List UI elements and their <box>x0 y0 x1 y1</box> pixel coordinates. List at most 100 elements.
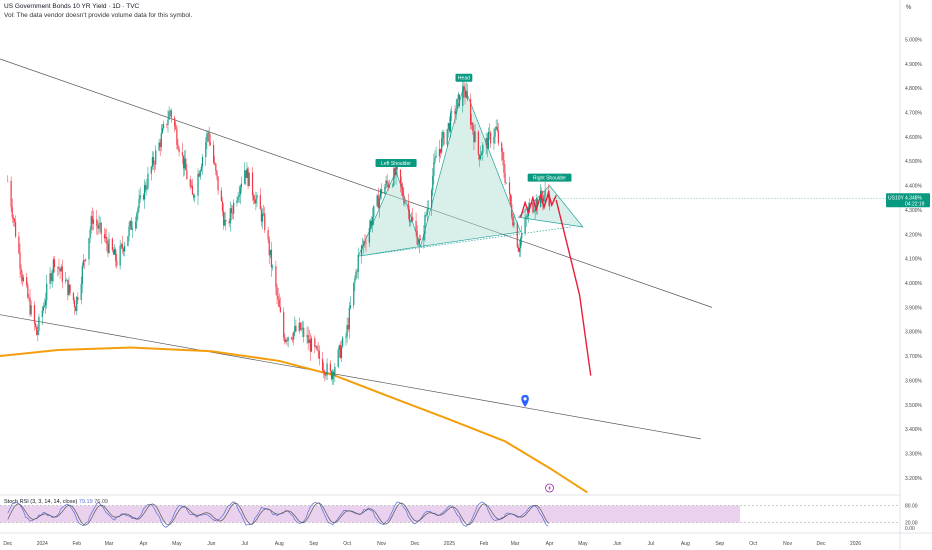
candle-body <box>244 170 246 184</box>
candle-body <box>494 128 496 137</box>
candle-body <box>181 152 184 156</box>
candle-body <box>209 142 211 145</box>
candle-body <box>416 231 418 245</box>
stoch-rsi-label[interactable]: Stoch RSI (3, 3, 14, 14, close) 79.19 76… <box>4 499 108 505</box>
x-tick-label: Feb <box>72 541 81 547</box>
x-tick-label: Sep <box>309 541 318 547</box>
candle-body <box>255 198 257 204</box>
candle-body <box>510 194 512 205</box>
x-tick-label: Nov <box>377 541 386 547</box>
stoch-rsi-k-line <box>7 501 549 528</box>
candle-body <box>85 259 87 261</box>
candle-body <box>419 239 422 241</box>
candle-body <box>369 220 372 228</box>
candle-body <box>372 216 374 226</box>
candle-body <box>46 283 48 301</box>
last-price-countdown: 04:22:19 <box>905 201 925 207</box>
candle-body <box>128 226 130 237</box>
candle-body <box>167 119 169 125</box>
candle-body <box>528 202 531 208</box>
candle-body <box>360 245 363 256</box>
x-tick-label: Jun <box>613 541 621 547</box>
y-tick-label: 3.900% <box>905 305 923 311</box>
candle-body <box>511 204 513 217</box>
candle-body <box>83 260 86 261</box>
candle-body <box>51 272 53 281</box>
candle-body <box>448 123 451 132</box>
y-tick-label: 4.500% <box>905 159 923 165</box>
candle-body <box>512 216 514 226</box>
candle-body <box>30 305 32 315</box>
candle-body <box>27 285 29 298</box>
candle-body <box>198 173 200 177</box>
candle-body <box>478 154 481 160</box>
chart-title[interactable]: US Government Bonds 10 YR Yield · 1D · T… <box>4 3 140 10</box>
candle-body <box>377 195 379 209</box>
candle-body <box>433 161 435 177</box>
candle-body <box>77 296 79 300</box>
candle-body <box>533 211 535 213</box>
candle-body <box>497 130 499 144</box>
candle-body <box>189 179 191 187</box>
candle-body <box>146 187 148 190</box>
candle-body <box>115 249 117 261</box>
candle-body <box>317 349 319 351</box>
candle-body <box>68 284 70 296</box>
pattern-label-bg <box>527 173 572 182</box>
candle-body <box>61 266 63 282</box>
candle-body <box>217 176 219 191</box>
candle-body <box>159 142 161 148</box>
right-shoulder-area <box>517 185 584 228</box>
candle-body <box>99 222 101 225</box>
candle-body <box>290 337 293 339</box>
candle-body <box>228 221 230 224</box>
candle-body <box>20 268 22 275</box>
candle-body <box>170 110 172 118</box>
pattern-label-bg <box>375 158 417 167</box>
candle-body <box>380 189 383 195</box>
candle-body <box>348 307 350 330</box>
candle-body <box>293 332 295 340</box>
candle-body <box>18 236 20 253</box>
candle-body <box>192 194 195 198</box>
candle-body <box>138 198 140 209</box>
candle-body <box>521 233 523 239</box>
candle-body <box>342 337 344 347</box>
candle-body <box>178 149 180 153</box>
candle-body <box>481 152 483 156</box>
upper-trend-line <box>0 58 713 308</box>
candle-body <box>466 91 468 100</box>
candle-body <box>393 168 395 186</box>
y-tick-label: 3.700% <box>905 354 923 360</box>
candle-body <box>199 170 201 177</box>
x-tick-label: Sep <box>715 541 724 547</box>
candle-body <box>353 282 355 306</box>
pin-dot <box>523 397 527 401</box>
candle-body <box>379 189 382 198</box>
x-tick-label: Mar <box>105 541 114 547</box>
candle-body <box>427 207 429 210</box>
candle-body <box>246 168 248 178</box>
candle-body <box>147 173 149 188</box>
x-tick-label: Aug <box>275 541 284 547</box>
candle-body <box>407 202 409 210</box>
candle-body <box>412 217 414 221</box>
x-tick-label: Mar <box>511 541 520 547</box>
price-sketch-line <box>519 190 557 218</box>
candle-body <box>155 150 157 165</box>
candle-body <box>53 259 56 268</box>
candle-body <box>388 185 390 188</box>
candle-body <box>334 366 336 376</box>
candle-body <box>518 247 521 252</box>
y-tick-label: 3.600% <box>905 378 923 384</box>
candle-body <box>482 144 484 153</box>
candle-body <box>214 162 216 164</box>
candle-body <box>286 339 288 341</box>
candle-body <box>279 307 281 312</box>
candle-body <box>13 218 16 222</box>
y-axis-unit: % <box>906 5 912 11</box>
candle-body <box>364 241 366 243</box>
candle-body <box>298 322 300 332</box>
candle-body <box>208 132 210 143</box>
